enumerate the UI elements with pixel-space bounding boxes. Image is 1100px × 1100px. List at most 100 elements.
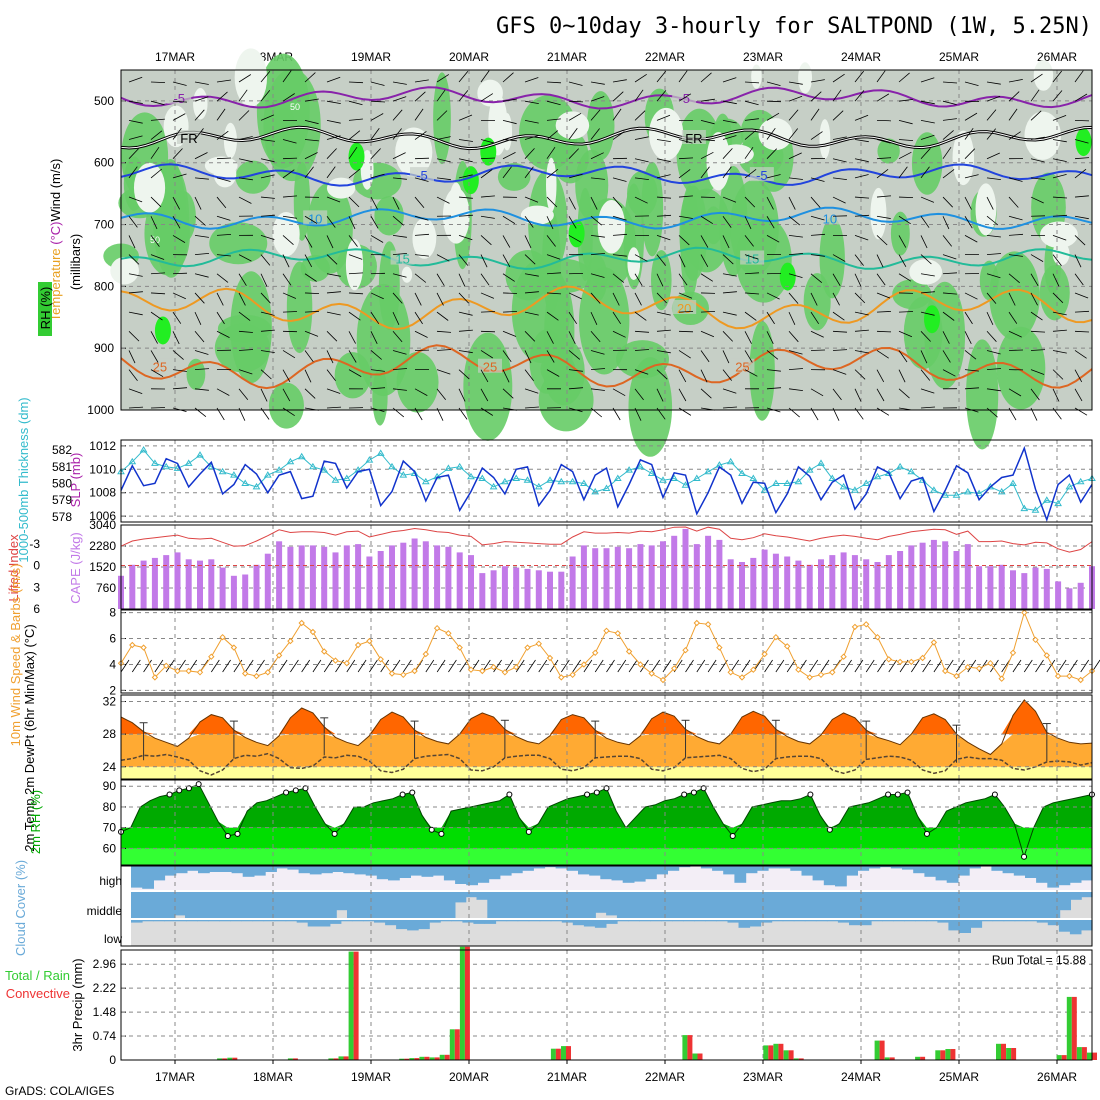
upper-wind-barb	[546, 146, 556, 159]
upper-wind-barb	[568, 331, 576, 344]
upper-wind-barb	[282, 93, 295, 102]
thickness-point	[410, 469, 419, 476]
upper-wind-barb	[172, 113, 186, 121]
cloud-cell-middle	[573, 892, 586, 918]
upper-wind-barb	[920, 100, 935, 105]
cloud-cell-middle	[303, 892, 316, 918]
upper-wind-barb	[678, 235, 690, 246]
upper-wind-barb	[766, 235, 780, 243]
rh-dry-region	[555, 111, 590, 140]
wind-barb	[967, 659, 977, 673]
upper-wind-barb	[458, 158, 473, 163]
upper-wind-barb	[150, 292, 166, 295]
upper-wind-barb	[656, 158, 671, 163]
thickness-point	[523, 476, 532, 483]
cloud-cell-low	[241, 920, 254, 922]
cloud-cell-middle	[768, 892, 780, 918]
cape-bar	[230, 575, 237, 609]
wind-point	[614, 630, 622, 637]
upper-wind-barb	[392, 350, 407, 355]
upper-wind-barb	[194, 273, 209, 278]
thickness-point	[365, 456, 374, 463]
rh-moist-region	[230, 271, 272, 384]
contour-label-15: 15	[745, 252, 759, 267]
upper-wind-barb	[172, 292, 186, 300]
upper-wind-barb	[942, 216, 950, 230]
wind-point	[659, 676, 667, 684]
thick-tick-579: 579	[52, 493, 72, 507]
upper-wind-barb	[172, 81, 187, 86]
rh-dry-region	[597, 199, 626, 254]
upper-wind-barb	[854, 273, 862, 287]
upper-wind-barb	[480, 407, 494, 416]
cloud-cell-low	[915, 920, 927, 922]
wind-barb	[538, 659, 548, 673]
slp-tick-1010: 1010	[89, 462, 116, 476]
cloud-cell-middle	[390, 892, 402, 918]
thickness-point	[975, 489, 983, 497]
cloud-cell-middle	[465, 892, 478, 898]
cloud-cell-middle	[508, 892, 521, 918]
bottom-date-18MAR: 18MAR	[253, 1070, 293, 1084]
upper-wind-barb	[546, 168, 559, 179]
upper-wind-barb	[1008, 79, 1023, 83]
wind-point	[761, 650, 768, 658]
upper-wind-barb	[282, 215, 297, 219]
cape-bar	[129, 564, 136, 609]
rh2m-point	[681, 791, 688, 798]
upper-wind-barb	[876, 157, 892, 160]
precip-convective-bar	[232, 1057, 238, 1060]
precip-tick-0.74: 0.74	[93, 1029, 117, 1043]
precip-total-bar	[399, 1058, 405, 1060]
contour-label-10: 10	[823, 211, 837, 226]
upper-wind-barb	[590, 235, 605, 238]
cape-bar	[851, 555, 858, 609]
cloud-cell-middle	[476, 892, 488, 900]
cloud-cell-middle	[1038, 892, 1050, 918]
rh-moist-region	[396, 352, 439, 413]
wind-point	[941, 667, 949, 675]
upper-wind-barb	[392, 235, 407, 238]
wind-barb	[323, 659, 333, 673]
upper-wind-barb	[744, 331, 752, 344]
cloud-cell-low	[351, 920, 364, 922]
upper-wind-barb	[634, 89, 644, 102]
rh-dry-region	[751, 64, 762, 89]
upper-wind-barb	[766, 196, 774, 210]
upper-wind-barb	[370, 311, 380, 325]
precip-convective-bar	[424, 1056, 430, 1060]
thickness-point	[376, 449, 385, 456]
upper-wind-barb	[326, 254, 338, 265]
cloud-level-middle: middle	[87, 904, 123, 918]
cape-bar	[219, 567, 226, 609]
thickness-point	[873, 472, 882, 480]
contour-label-bg	[303, 210, 328, 225]
upper-wind-barb	[150, 81, 166, 83]
contour-label-10: 10	[308, 211, 322, 226]
upper-wind-barb	[414, 254, 429, 257]
upper-wind-barb	[194, 215, 206, 226]
wind-point	[140, 644, 147, 651]
upper-wind-barb	[656, 214, 672, 217]
cloud-cell-low	[451, 920, 463, 922]
wind-point	[591, 649, 599, 657]
upper-wind-barb	[744, 254, 759, 260]
upper-wind-barb	[524, 273, 539, 277]
wind-point	[670, 665, 678, 672]
upper-wind-barb	[392, 407, 405, 418]
upper-wind-barb	[524, 311, 539, 316]
upper-wind-barb	[986, 388, 1001, 392]
upper-wind-barb	[656, 350, 671, 354]
cloud-cell-high	[734, 866, 747, 883]
precip-convective-bar	[353, 951, 359, 1060]
cloud-cell-high	[1036, 866, 1048, 883]
cloud-cell-high	[946, 866, 959, 883]
top-date-21MAR: 21MAR	[547, 50, 587, 64]
upper-wind-barb	[854, 329, 869, 332]
wind-barb	[707, 659, 717, 673]
thickness-point	[738, 469, 746, 476]
precip-total-bar	[935, 1050, 941, 1060]
cloud-cell-high	[589, 866, 601, 876]
upper-wind-barb	[898, 72, 910, 83]
upper-wind-barb	[1052, 139, 1067, 143]
